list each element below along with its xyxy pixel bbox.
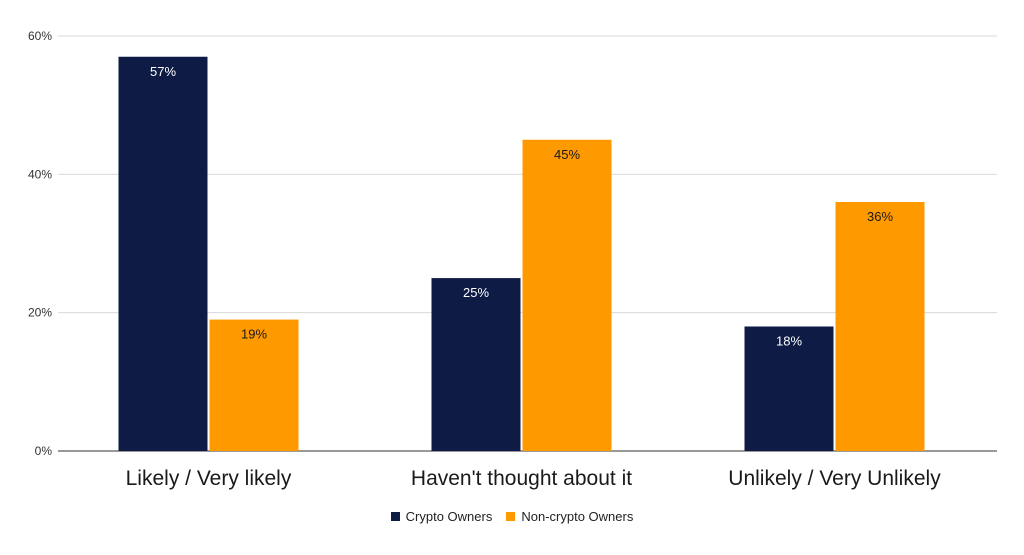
data-label: 45% — [554, 147, 580, 162]
bar-non-crypto-owners — [522, 139, 612, 451]
bar-crypto-owners — [744, 326, 834, 451]
data-label: 36% — [867, 209, 893, 224]
y-tick-label: 20% — [28, 306, 52, 320]
x-tick-label: Likely / Very likely — [126, 467, 292, 490]
bar-non-crypto-owners — [835, 202, 925, 451]
y-tick-label: 0% — [35, 444, 53, 458]
data-label: 19% — [241, 327, 267, 342]
data-label: 57% — [150, 64, 176, 79]
data-label: 25% — [463, 285, 489, 300]
data-label: 18% — [776, 334, 802, 349]
legend-label-non-crypto-owners: Non-crypto Owners — [521, 509, 634, 524]
bar-non-crypto-owners — [209, 319, 299, 451]
legend-swatch-non-crypto-owners — [506, 512, 516, 521]
x-tick-label: Haven't thought about it — [411, 467, 632, 490]
legend-item-non-crypto-owners: Non-crypto Owners — [506, 509, 633, 524]
bar-crypto-owners — [431, 278, 521, 451]
y-tick-label: 60% — [28, 29, 52, 43]
y-tick-label: 40% — [28, 167, 52, 181]
legend-label-crypto-owners: Crypto Owners — [405, 509, 493, 524]
bar-crypto-owners — [118, 56, 208, 451]
x-tick-label: Unlikely / Very Unlikely — [728, 467, 941, 490]
legend-swatch-crypto-owners — [390, 512, 400, 521]
legend: Crypto Owners Non-crypto Owners — [0, 509, 1024, 524]
legend-item-crypto-owners: Crypto Owners — [390, 509, 493, 524]
